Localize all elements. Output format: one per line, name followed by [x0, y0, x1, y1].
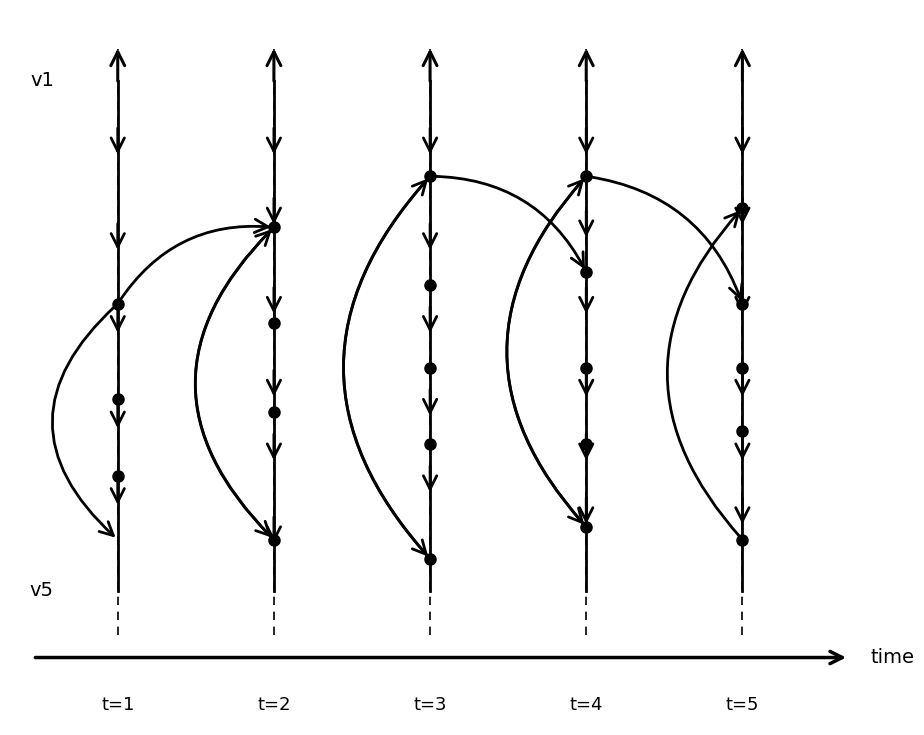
Text: t=3: t=3 [413, 696, 447, 714]
Text: t=5: t=5 [725, 696, 760, 714]
Text: v5: v5 [30, 581, 54, 600]
Text: v1: v1 [30, 71, 54, 90]
Text: time: time [870, 648, 914, 667]
Text: t=2: t=2 [257, 696, 291, 714]
Text: t=1: t=1 [101, 696, 134, 714]
Text: t=4: t=4 [569, 696, 603, 714]
